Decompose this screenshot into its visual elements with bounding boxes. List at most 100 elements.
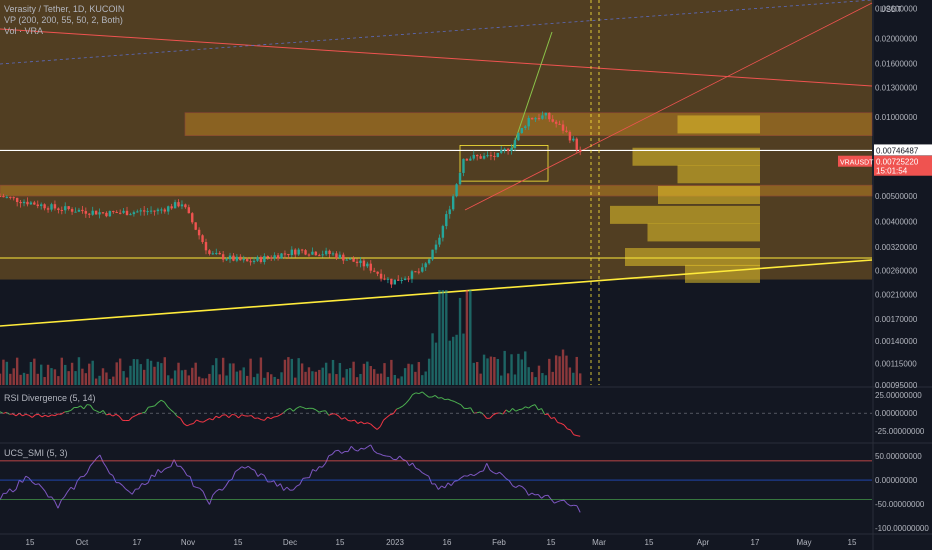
candle-body	[331, 253, 335, 255]
rsi-line	[183, 423, 188, 427]
rsi-line	[379, 419, 385, 427]
time-axis-tick: Feb	[492, 538, 506, 547]
volume-bar	[77, 357, 81, 385]
candle-body	[149, 210, 153, 212]
candle-body	[139, 210, 142, 212]
smi-line	[231, 471, 236, 480]
smi-line	[422, 472, 426, 475]
countdown-text: 15:01:54	[876, 167, 908, 176]
smi-line	[38, 483, 43, 488]
price-axis-tick: 0.00170000	[875, 315, 918, 324]
candle-body	[386, 278, 390, 280]
volume-bar	[112, 376, 115, 385]
price-level-tag	[874, 144, 932, 156]
candle-body	[451, 196, 455, 210]
smi-line	[354, 449, 358, 452]
candle-body	[249, 261, 252, 263]
candle-body	[297, 249, 300, 255]
rsi-line	[470, 407, 475, 414]
volume-bar	[9, 373, 12, 385]
rising-trendline	[464, 2, 873, 211]
rsi-line	[328, 413, 333, 416]
rsi-line	[547, 413, 552, 419]
rsi-line	[160, 399, 165, 403]
rsi-line	[135, 413, 139, 417]
smi-line	[447, 482, 452, 486]
rsi-line	[370, 423, 375, 428]
volume-bar	[493, 357, 496, 385]
volume-bar	[482, 354, 486, 385]
smi-line	[396, 455, 401, 460]
volume-bar	[211, 365, 215, 385]
volume-bar	[578, 373, 582, 385]
consolidation-box	[459, 145, 549, 182]
volume-bar	[427, 358, 431, 385]
rsi-line	[228, 414, 233, 418]
rsi-line	[553, 417, 559, 423]
rsi-line	[373, 426, 378, 430]
volume-bar	[414, 371, 417, 385]
price-axis-tick: 0.02000000	[875, 34, 918, 43]
candle-body	[77, 209, 81, 212]
smi-line	[299, 478, 304, 485]
rsi-line	[22, 413, 27, 417]
volume-bar	[410, 364, 414, 385]
rsi-line	[131, 415, 136, 418]
candle-body	[201, 235, 204, 243]
smi-line	[273, 480, 278, 487]
time-axis-tick: 15	[848, 538, 857, 547]
rsi-line	[415, 392, 420, 395]
candle-body	[544, 112, 548, 116]
volume-bar	[434, 342, 438, 385]
rsi-line	[563, 424, 568, 430]
time-axis-tick: May	[796, 538, 811, 547]
smi-line	[241, 466, 246, 469]
candle-body	[414, 271, 417, 273]
candle-body	[530, 117, 534, 120]
smi-line	[0, 493, 4, 501]
rsi-line	[251, 415, 255, 419]
candle-body	[156, 209, 160, 212]
candle-body	[359, 260, 362, 264]
smi-line	[225, 480, 230, 487]
candle-body	[115, 211, 118, 213]
candle-body	[500, 150, 503, 153]
rsi-line	[28, 414, 33, 418]
candle-body	[228, 255, 232, 260]
rsi-line	[364, 422, 368, 425]
volume-bar	[33, 358, 36, 385]
rsi-line	[93, 409, 97, 412]
candle-body	[259, 257, 263, 263]
smi-line	[222, 485, 227, 491]
volume-bar	[170, 378, 173, 385]
smi-line	[96, 454, 101, 459]
candle-body	[173, 202, 177, 209]
smi-line	[360, 447, 365, 450]
smi-line	[412, 462, 417, 469]
candle-body	[290, 249, 294, 256]
candle-body	[136, 211, 139, 213]
candle-body	[455, 184, 458, 197]
volume-bar	[366, 361, 369, 385]
rsi-line	[444, 398, 449, 401]
rsi-line	[202, 419, 207, 423]
price-axis-tick: 0.00210000	[875, 291, 918, 300]
volume-bar	[506, 373, 510, 385]
rsi-line	[99, 410, 104, 414]
rsi-line	[41, 414, 46, 418]
rsi-line	[270, 416, 275, 420]
smi-line	[118, 482, 123, 486]
volume-bar	[184, 369, 187, 385]
candle-body	[81, 209, 84, 212]
smi-line	[528, 492, 533, 496]
rsi-line	[263, 416, 268, 421]
smi-line	[86, 465, 91, 474]
rsi-line	[51, 414, 55, 417]
volume-bar	[225, 375, 228, 385]
smi-line	[141, 483, 146, 486]
candle-body	[19, 202, 22, 204]
volume-bar	[348, 368, 352, 385]
candle-body	[379, 273, 383, 279]
rsi-line	[318, 410, 323, 413]
